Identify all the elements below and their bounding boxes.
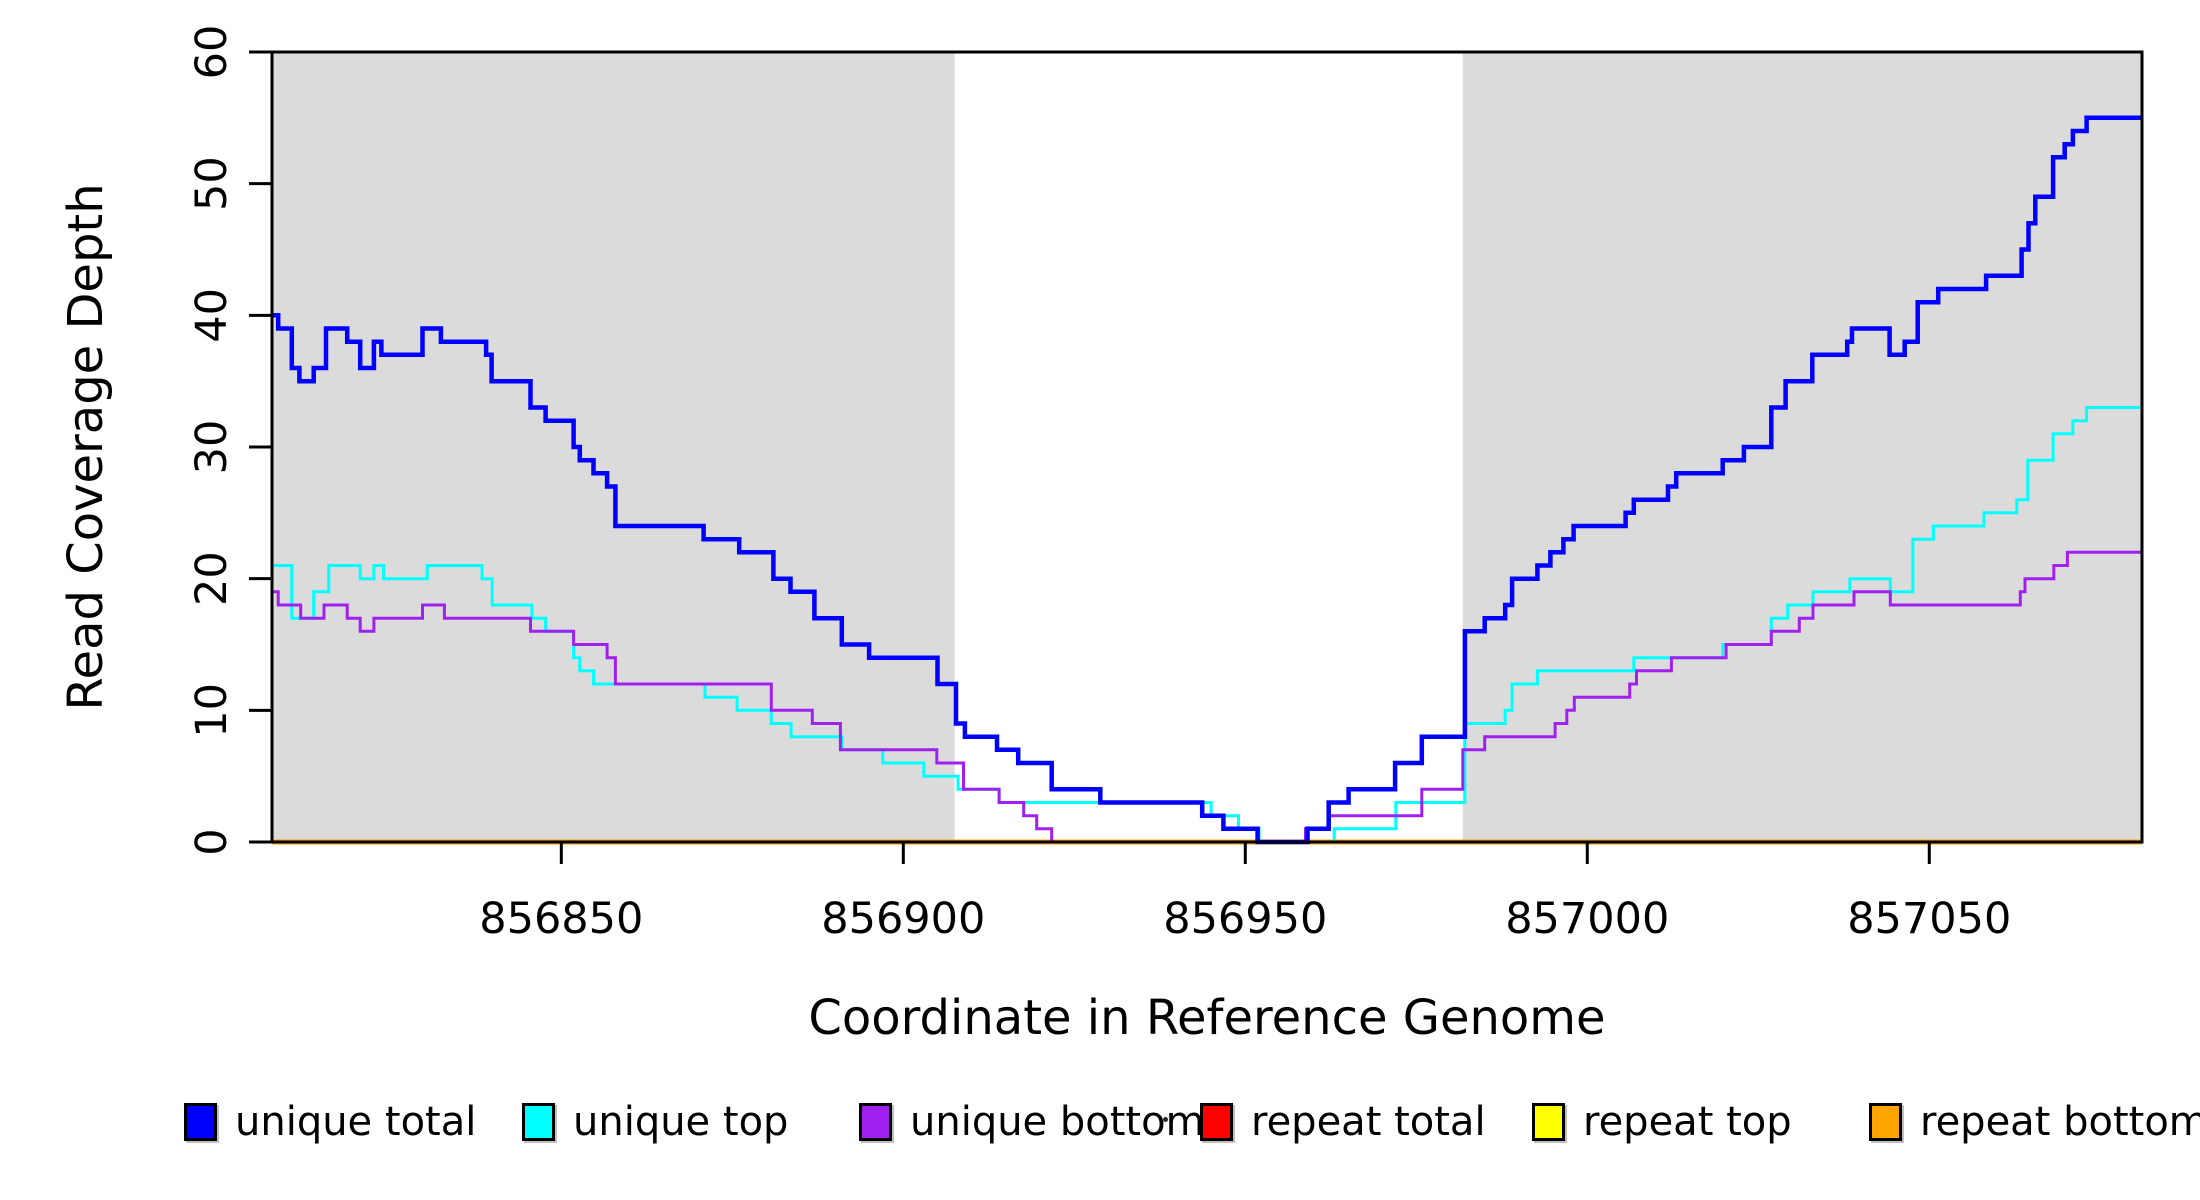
stray-dot [1163,1117,1168,1122]
y-tick-label: 0 [187,828,237,855]
x-tick-label: 857000 [1505,894,1669,944]
x-tick-label: 856950 [1163,894,1327,944]
y-tick-label: 40 [187,288,237,343]
plot-frame [270,50,2144,844]
repeat-shaded-regions [272,52,2142,842]
shaded-region [1462,52,2142,842]
y-axis-title: Read Coverage Depth [58,183,114,710]
x-tick-label: 856850 [479,894,643,944]
y-tick-label: 20 [187,551,237,606]
y-tick-label: 60 [187,25,237,80]
y-tick-label: 10 [187,683,237,738]
x-tick-label: 857050 [1847,894,2011,944]
series-line-unique-total [272,115,2142,845]
series-line-unique-top [272,406,2142,844]
shaded-region [272,52,955,842]
axis-ticks: 856850 856900 856950 857000 857050 0 10 20 30 40 5… [187,25,2011,944]
x-tick-label: 856900 [821,894,985,944]
x-axis-title: Coordinate in Reference Genome [808,990,1605,1046]
y-tick-label: 30 [187,420,237,475]
y-tick-label: 50 [187,156,237,211]
